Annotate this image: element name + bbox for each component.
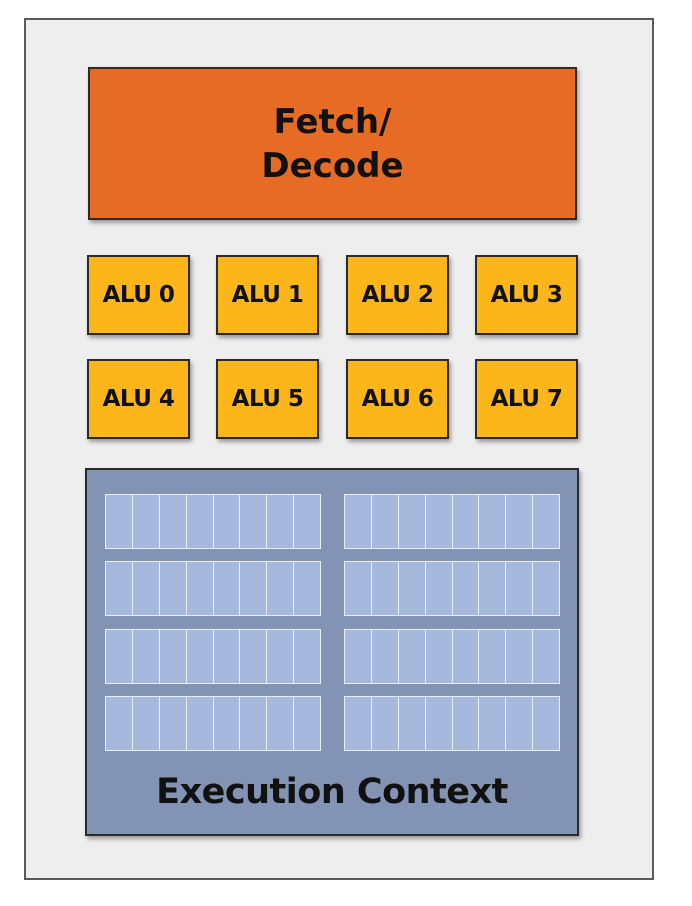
register-cell [213,697,241,750]
fetch-decode-line1: Fetch/ [273,101,392,142]
register-row [105,494,321,549]
register-cell [267,562,295,615]
register-cell [506,495,534,548]
register-cell [159,697,187,750]
register-cell [294,562,320,615]
register-cell [240,697,268,750]
register-cell [371,697,399,750]
register-cell [267,630,295,683]
alu-label: ALU 4 [102,386,175,412]
register-cell [533,495,559,548]
register-cell [398,562,426,615]
register-cell [479,562,507,615]
register-cell [106,562,133,615]
alu-2: ALU 2 [346,255,449,335]
register-cell [294,630,320,683]
alu-label: ALU 5 [231,386,304,412]
register-cell [240,630,268,683]
register-cell [345,630,372,683]
register-cell [132,495,160,548]
alu-4: ALU 4 [87,359,190,439]
register-row [344,696,560,751]
register-cell [345,495,372,548]
register-cell [398,697,426,750]
register-cell [425,697,453,750]
register-cell [345,562,372,615]
alu-label: ALU 6 [361,386,434,412]
register-row [344,629,560,684]
register-cell [398,495,426,548]
register-cell [213,630,241,683]
alu-0: ALU 0 [87,255,190,335]
register-cell [452,630,480,683]
register-cell [371,495,399,548]
register-cell [506,630,534,683]
register-cell [267,697,295,750]
alu-1: ALU 1 [216,255,319,335]
register-cell [452,562,480,615]
register-cell [533,630,559,683]
register-cell [213,495,241,548]
register-cell [240,495,268,548]
register-cell [479,697,507,750]
register-cell [452,495,480,548]
alu-label: ALU 0 [102,282,175,308]
register-cell [186,630,214,683]
register-cell [371,562,399,615]
register-cell [425,630,453,683]
register-cell [533,562,559,615]
alu-5: ALU 5 [216,359,319,439]
fetch-decode-block: Fetch/ Decode [88,67,577,220]
register-cell [106,697,133,750]
alu-3: ALU 3 [475,255,578,335]
register-cell [186,495,214,548]
register-cell [106,630,133,683]
register-cell [132,630,160,683]
register-cell [159,630,187,683]
register-cell [345,697,372,750]
register-cell [267,495,295,548]
alu-label: ALU 1 [231,282,304,308]
register-cell [132,697,160,750]
alu-label: ALU 2 [361,282,434,308]
register-cell [398,630,426,683]
alu-label: ALU 7 [490,386,563,412]
register-row [105,561,321,616]
register-row [344,494,560,549]
register-cell [425,495,453,548]
register-cell [106,495,133,548]
register-cell [533,697,559,750]
register-cell [186,562,214,615]
alu-6: ALU 6 [346,359,449,439]
register-cell [479,630,507,683]
register-cell [506,697,534,750]
alu-label: ALU 3 [490,282,563,308]
register-cell [159,562,187,615]
register-cell [186,697,214,750]
register-cell [479,495,507,548]
execution-context-block: Execution Context [85,468,579,836]
fetch-decode-line2: Decode [261,145,404,186]
register-row [105,629,321,684]
register-cell [294,697,320,750]
register-cell [294,495,320,548]
execution-context-label: Execution Context [156,772,508,812]
register-cell [506,562,534,615]
register-row [344,561,560,616]
register-cell [452,697,480,750]
register-cell [240,562,268,615]
alu-7: ALU 7 [475,359,578,439]
register-cell [213,562,241,615]
register-row [105,696,321,751]
register-cell [371,630,399,683]
register-cell [425,562,453,615]
register-cell [159,495,187,548]
register-cell [132,562,160,615]
